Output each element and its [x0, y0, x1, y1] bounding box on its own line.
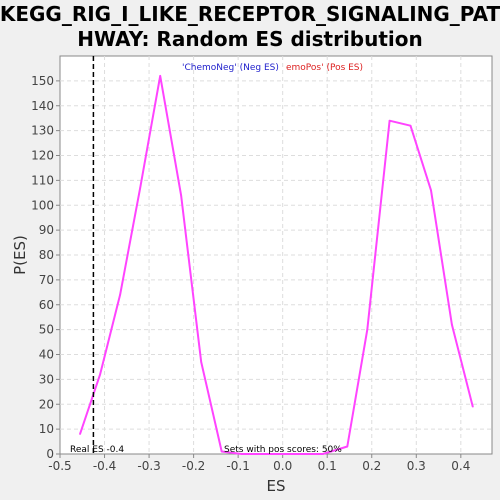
- y-tick-label: 150: [31, 74, 54, 88]
- chart-title-line-1: KEGG_RIG_I_LIKE_RECEPTOR_SIGNALING_PAT: [0, 2, 500, 26]
- es-data-point: [220, 450, 223, 453]
- y-tick-label: 50: [39, 323, 54, 337]
- es-data-point: [409, 124, 412, 127]
- y-tick-label: 30: [39, 372, 54, 386]
- es-data-point: [240, 453, 243, 455]
- grid: [60, 56, 492, 454]
- real-es-label: Real ES -0.4: [70, 445, 124, 455]
- es-data-point: [159, 75, 162, 77]
- chart-title-line-2: HWAY: Random ES distribution: [77, 27, 423, 51]
- x-tick-label: -0.3: [137, 459, 160, 473]
- es-data-point: [180, 194, 182, 197]
- y-tick-label: 0: [46, 447, 54, 461]
- series-layer: [79, 74, 474, 455]
- x-tick-label: -0.5: [48, 459, 71, 473]
- x-tick-label: 0.3: [407, 459, 426, 473]
- es-data-point: [301, 453, 304, 455]
- es-data-point: [79, 433, 81, 435]
- es-data-point: [260, 453, 263, 455]
- es-data-point: [321, 453, 324, 455]
- y-tick-label: 70: [39, 273, 54, 287]
- y-tick-label: 60: [39, 298, 54, 312]
- es-data-point: [99, 373, 101, 376]
- es-data-point: [366, 328, 369, 331]
- legend-pos: emoPos' (Pos ES): [286, 63, 363, 73]
- es-data-point: [281, 453, 284, 455]
- es-data-point: [139, 187, 141, 189]
- y-tick-label: 40: [39, 348, 54, 362]
- y-tick-label: 100: [31, 198, 54, 212]
- x-tick-label: 0.0: [273, 459, 292, 473]
- y-tick-label: 90: [39, 223, 54, 237]
- x-tick-label: 0.2: [362, 459, 381, 473]
- y-tick-label: 130: [31, 124, 54, 138]
- es-distribution-line: [79, 74, 474, 455]
- y-tick-label: 110: [31, 173, 54, 187]
- annotations-layer: Real ES -0.4 Sets with pos scores: 50%: [70, 56, 342, 455]
- x-tick-label: 0.4: [451, 459, 470, 473]
- x-tick-label: -0.4: [93, 459, 116, 473]
- x-axis-label: ES: [267, 477, 286, 495]
- es-data-point: [200, 361, 202, 363]
- legend-neg: 'ChemoNeg' (Neg ES): [182, 63, 279, 73]
- pos-scores-label: Sets with pos scores: 50%: [224, 445, 342, 455]
- y-tick-label: 10: [39, 422, 54, 436]
- es-data-point: [451, 323, 453, 326]
- es-data-point: [430, 189, 432, 192]
- y-tick-label: 80: [39, 248, 54, 262]
- y-tick-label: 20: [39, 397, 54, 411]
- x-tick-label: -0.2: [182, 459, 205, 473]
- x-tick-label: 0.1: [318, 459, 337, 473]
- es-data-point: [119, 294, 121, 296]
- y-tick-label: 120: [31, 149, 54, 163]
- x-tick-label: -0.1: [226, 459, 249, 473]
- es-data-point: [346, 445, 349, 448]
- y-axis-label: P(ES): [11, 235, 29, 275]
- y-tick-label: 140: [31, 99, 54, 113]
- axis-ticks: 0 10 20 30 40 50 60 70 80 90 100 110 120 130 140 150 -0.…: [31, 74, 470, 473]
- es-data-point: [472, 405, 474, 408]
- es-data-point: [388, 119, 391, 122]
